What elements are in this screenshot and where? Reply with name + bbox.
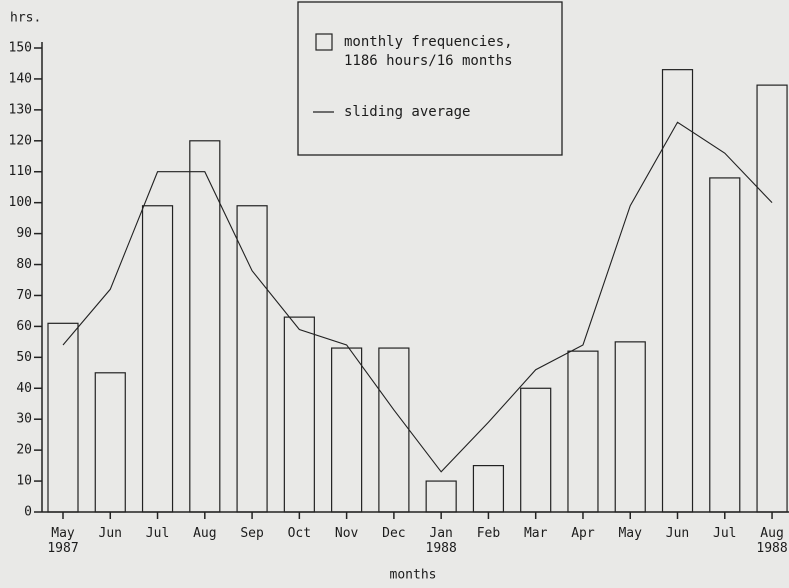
y-tick-label: 70 xyxy=(16,288,32,303)
bar xyxy=(236,205,268,513)
x-tick-label: Nov xyxy=(335,526,359,541)
legend-label: monthly frequencies, 1186 hours/16 months xyxy=(344,34,513,69)
y-tick-label: 10 xyxy=(16,474,32,489)
y-tick-label: 20 xyxy=(16,443,32,458)
y-tick-label: 30 xyxy=(16,412,32,427)
y-tick-label: 120 xyxy=(9,133,32,148)
x-tick-label: Dec xyxy=(382,526,405,541)
sliding-average-line xyxy=(62,121,773,473)
bar xyxy=(94,372,126,513)
y-axis-label: hrs. xyxy=(10,11,41,26)
bar xyxy=(567,350,599,513)
y-tick-label: 0 xyxy=(24,505,32,520)
x-tick-label: Oct xyxy=(288,526,311,541)
x-tick-label: Jun xyxy=(99,526,122,541)
y-tick-label: 60 xyxy=(16,319,32,334)
x-tick-label: Jul xyxy=(146,526,169,541)
legend-label: sliding average xyxy=(344,104,470,120)
y-tick-label: 140 xyxy=(9,71,32,86)
bar xyxy=(141,205,174,513)
x-tick-label: Feb xyxy=(477,526,501,541)
x-tick-label: Sep xyxy=(240,526,264,541)
x-tick-label: May 1987 xyxy=(47,526,78,556)
x-tick-label: Mar xyxy=(524,526,548,541)
x-tick-label: May xyxy=(618,526,642,541)
y-tick-label: 110 xyxy=(9,164,32,179)
bar xyxy=(283,316,315,513)
bar xyxy=(709,177,741,513)
bar xyxy=(472,465,505,513)
x-tick-label: Jul xyxy=(713,526,736,541)
bar xyxy=(425,480,457,513)
x-tick-label: Apr xyxy=(571,526,595,541)
x-tick-label: Aug 1988 xyxy=(756,526,787,556)
y-tick-label: 40 xyxy=(16,381,32,396)
legend-box xyxy=(297,1,563,156)
legend-swatch xyxy=(315,33,333,51)
y-tick-label: 100 xyxy=(9,195,32,210)
y-tick-label: 90 xyxy=(16,226,32,241)
bar xyxy=(614,341,646,513)
y-tick-label: 50 xyxy=(16,350,32,365)
bar xyxy=(661,69,694,513)
bar xyxy=(520,387,552,513)
bar xyxy=(331,347,363,513)
x-tick-label: Aug xyxy=(193,526,216,541)
bar xyxy=(47,322,79,513)
y-tick-label: 130 xyxy=(9,102,32,117)
x-axis-label: months xyxy=(390,568,437,583)
bar xyxy=(756,84,788,513)
x-tick-label: Jun xyxy=(666,526,689,541)
y-tick-label: 150 xyxy=(9,41,32,56)
bar xyxy=(189,140,221,513)
x-tick-label: Jan 1988 xyxy=(426,526,457,556)
y-tick-label: 80 xyxy=(16,257,32,272)
